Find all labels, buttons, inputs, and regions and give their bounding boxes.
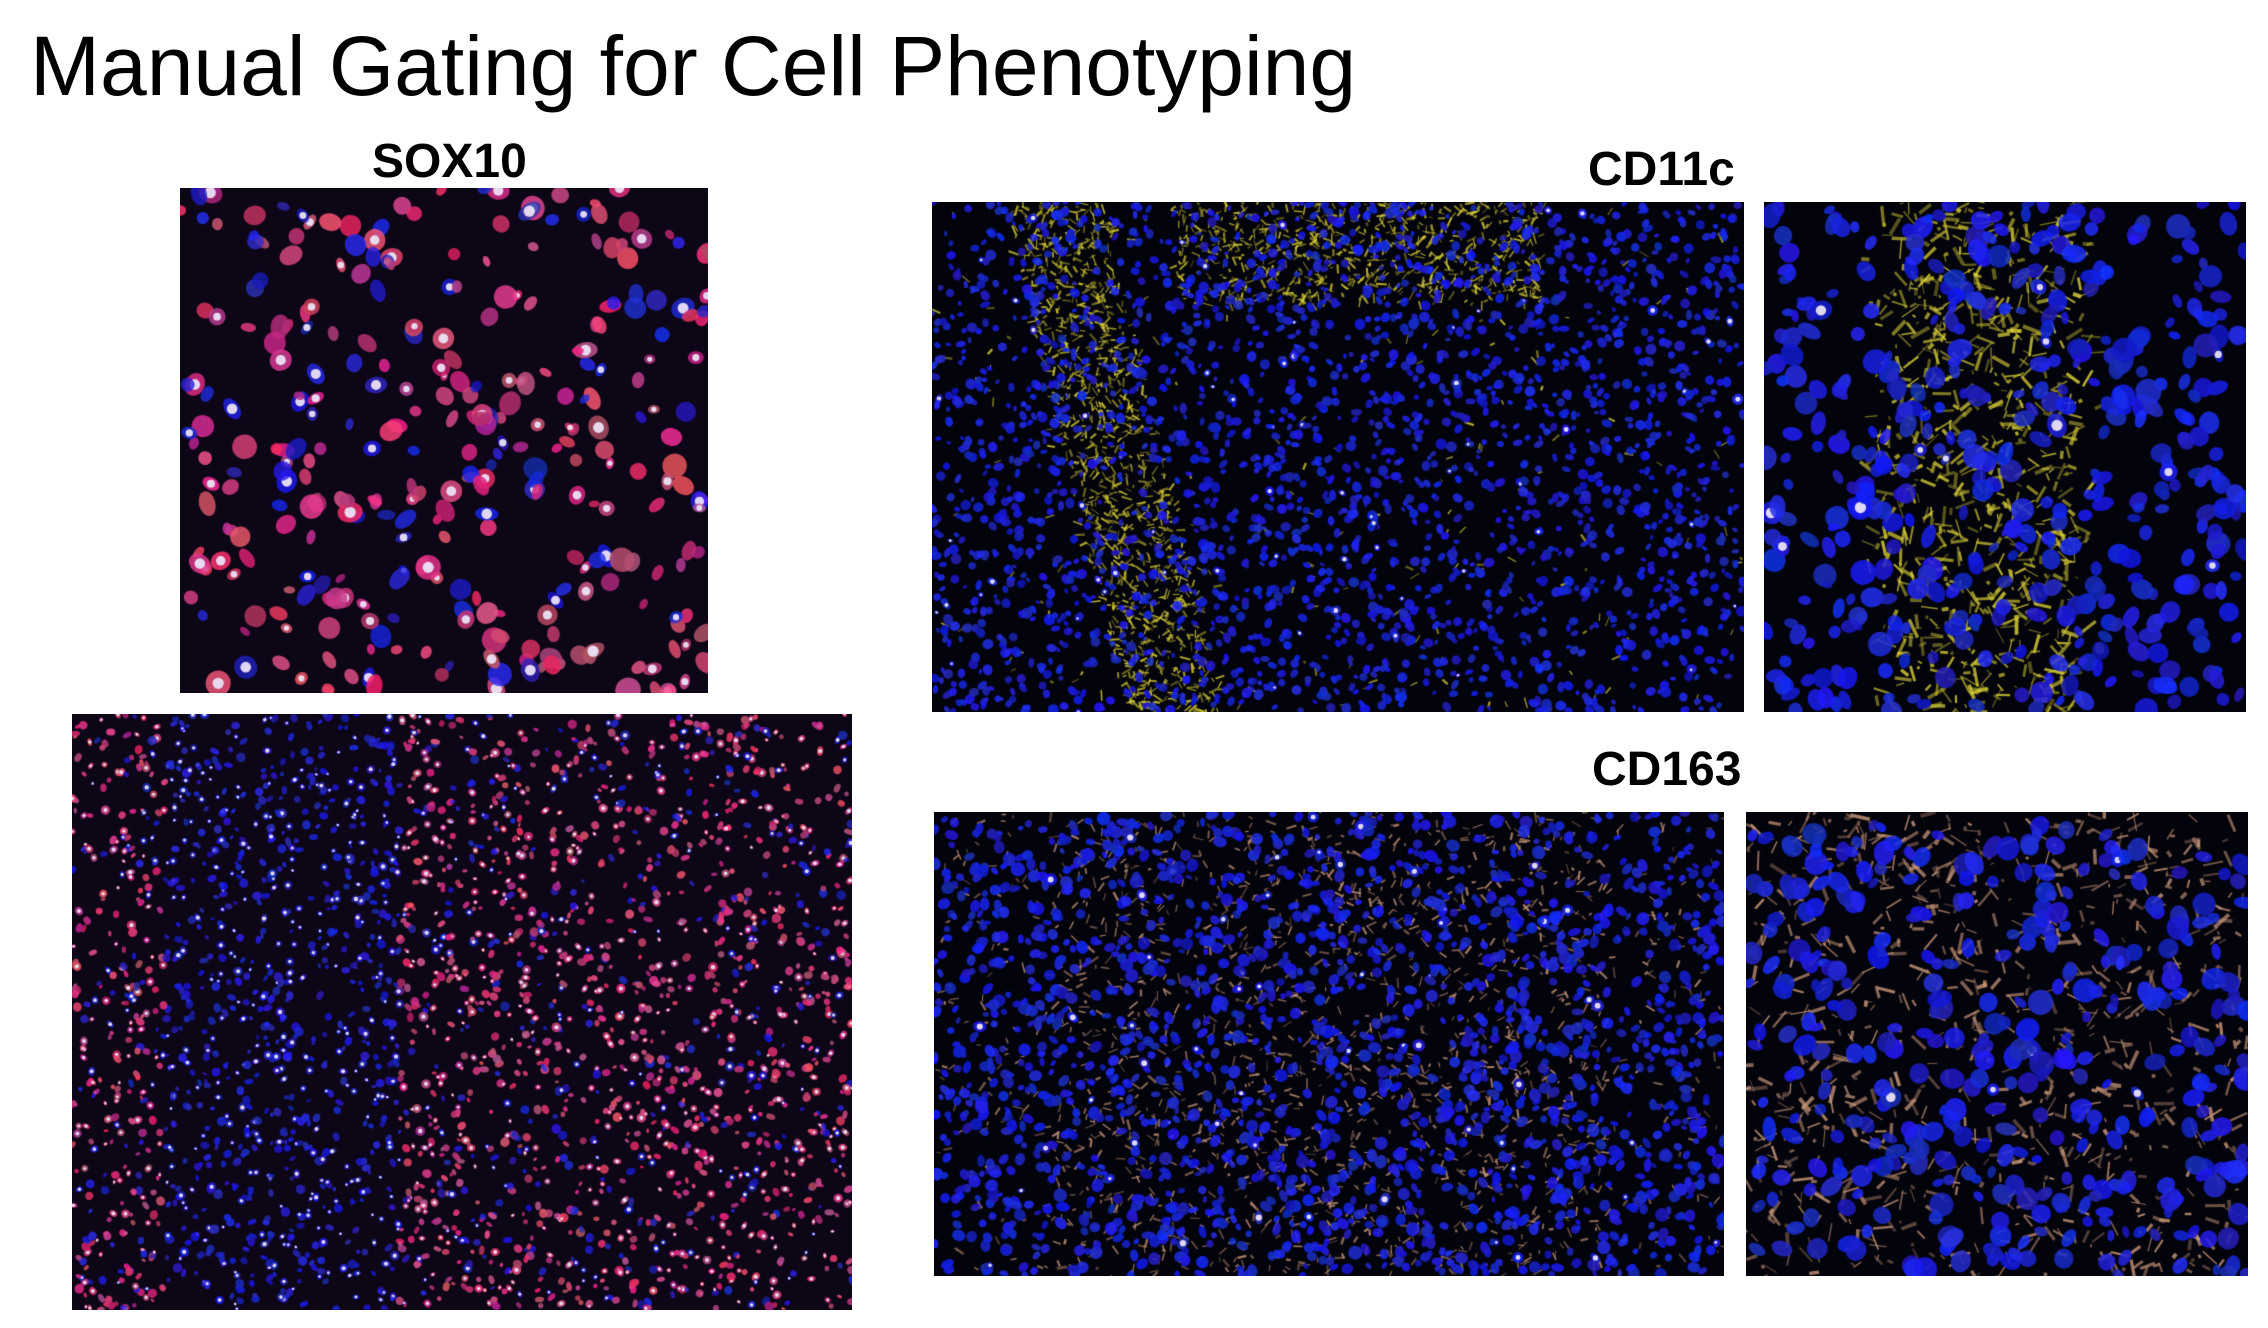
slide-title: Manual Gating for Cell Phenotyping bbox=[30, 19, 1357, 113]
cd11c-zoom-panel bbox=[1764, 202, 2246, 712]
cd163-overview-panel bbox=[934, 812, 1724, 1276]
sox10-overview-image bbox=[72, 714, 852, 1310]
cd163-zoom-image bbox=[1746, 812, 2248, 1276]
cd163-overview-image bbox=[934, 812, 1724, 1276]
sox10-zoom-panel bbox=[180, 188, 708, 693]
sox10-overview-panel bbox=[72, 714, 852, 1310]
cd11c-label: CD11c bbox=[1588, 143, 1735, 196]
cd11c-overview-image bbox=[932, 202, 1744, 712]
cd11c-zoom-image bbox=[1764, 202, 2246, 712]
cd163-label: CD163 bbox=[1592, 743, 1742, 796]
cd163-zoom-panel bbox=[1746, 812, 2248, 1276]
sox10-label: SOX10 bbox=[372, 135, 527, 188]
sox10-zoom-image bbox=[180, 188, 708, 693]
cd11c-overview-panel bbox=[932, 202, 1744, 712]
